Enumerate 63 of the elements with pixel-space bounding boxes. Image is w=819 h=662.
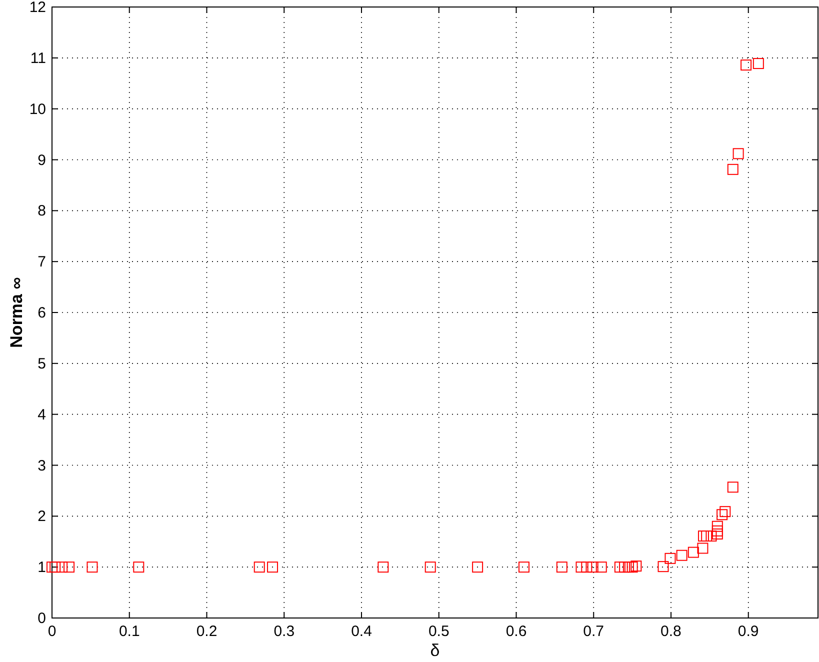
point xyxy=(697,542,708,554)
point xyxy=(133,562,144,573)
x-tick-label: 0.2 xyxy=(196,623,218,640)
point xyxy=(378,562,389,573)
point xyxy=(614,562,626,573)
point xyxy=(518,562,530,573)
x-tick-label: 0.5 xyxy=(428,623,450,640)
point xyxy=(712,520,723,532)
point xyxy=(701,530,712,542)
y-tick-label: 8 xyxy=(38,202,46,220)
point xyxy=(267,562,278,573)
point xyxy=(752,58,764,70)
y-tick-label: 6 xyxy=(38,304,46,322)
x-tick-label: 0.6 xyxy=(506,623,527,640)
point xyxy=(706,530,717,542)
point xyxy=(622,562,634,573)
point xyxy=(626,562,638,573)
point xyxy=(732,148,744,160)
point xyxy=(720,506,731,518)
point xyxy=(472,562,484,573)
point xyxy=(86,562,98,573)
point xyxy=(596,562,607,573)
y-tick-label: 5 xyxy=(38,355,46,372)
point xyxy=(740,60,752,71)
x-tick-label: 0.4 xyxy=(351,623,372,640)
point xyxy=(727,164,738,175)
point xyxy=(587,562,598,573)
point xyxy=(619,562,630,573)
point xyxy=(581,562,592,573)
point xyxy=(727,482,738,493)
y-tick-label: 2 xyxy=(38,508,46,526)
point xyxy=(698,530,709,542)
point xyxy=(50,562,61,573)
point xyxy=(676,550,688,561)
y-tick-label: 10 xyxy=(29,100,46,118)
point xyxy=(424,562,436,573)
point xyxy=(712,528,723,540)
point xyxy=(664,552,676,564)
x-tick-label: 0.9 xyxy=(738,623,759,640)
point xyxy=(556,562,568,573)
x-tick-label: 0.7 xyxy=(583,623,604,640)
point xyxy=(254,562,265,573)
y-tick-label: 11 xyxy=(30,50,46,67)
point xyxy=(712,525,723,536)
point xyxy=(64,562,75,573)
y-tick-label: 7 xyxy=(38,254,46,271)
point xyxy=(658,561,669,572)
y-axis-title: Norma ∞ xyxy=(7,277,26,348)
y-tick-label: 1 xyxy=(38,559,46,576)
point xyxy=(56,562,68,573)
point xyxy=(688,546,699,558)
y-tick-label: 4 xyxy=(38,406,46,424)
y-tick-label: 3 xyxy=(38,457,46,474)
point xyxy=(630,560,642,572)
x-tick-label: 0.1 xyxy=(118,623,140,640)
y-tick-label: 0 xyxy=(38,610,46,627)
y-tick-label: 9 xyxy=(38,152,46,169)
x-axis-title: δ xyxy=(430,641,440,660)
point xyxy=(576,562,587,573)
point xyxy=(716,509,728,520)
y-tick-label: 12 xyxy=(29,0,46,16)
x-tick-label: 0.8 xyxy=(660,623,682,640)
x-tick-label: 0.3 xyxy=(274,623,295,640)
